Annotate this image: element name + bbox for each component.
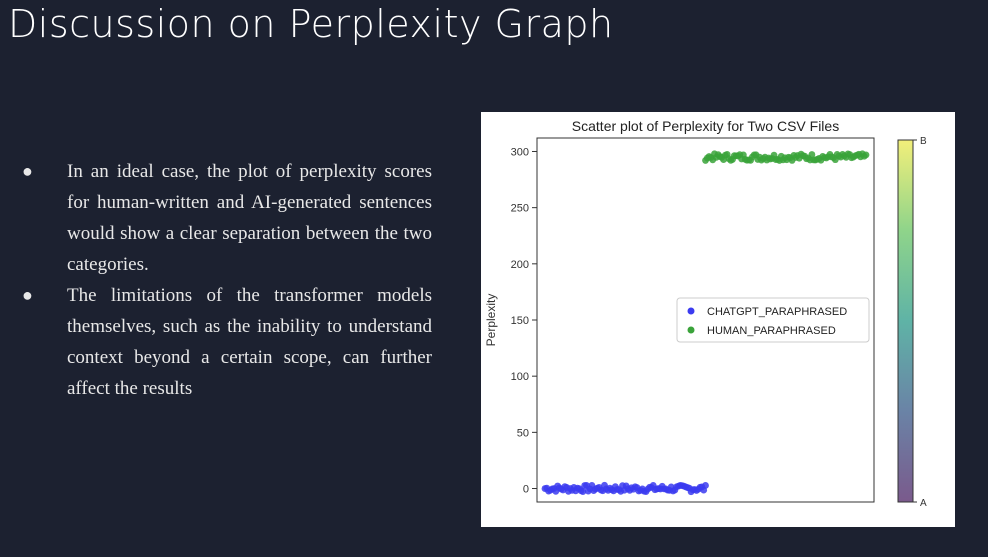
scatter-chart: Scatter plot of Perplexity for Two CSV F…: [484, 118, 927, 509]
bullet-dot: ●: [22, 285, 33, 305]
scatter-point: [862, 151, 870, 159]
colorbar: [897, 139, 914, 503]
y-tick-label: 150: [511, 315, 529, 327]
colorbar-top-label: B: [920, 136, 927, 147]
bullet-item: ● The limitations of the transformer mod…: [22, 280, 432, 404]
legend-label: CHATGPT_PARAPHRASED: [707, 306, 847, 318]
legend-box: [676, 297, 870, 343]
chart-title: Scatter plot of Perplexity for Two CSV F…: [572, 118, 839, 134]
y-tick-label: 250: [511, 203, 529, 215]
figure-bottom-strip: [481, 512, 955, 527]
colorbar-bottom-label: A: [920, 498, 927, 509]
y-tick-label: 50: [517, 427, 529, 439]
bullet-text: The limitations of the transformer model…: [67, 285, 432, 399]
scatter-figure: Scatter plot of Perplexity for Two CSV F…: [481, 112, 955, 527]
y-tick-label: 300: [511, 146, 529, 158]
scatter-point: [579, 488, 587, 495]
bullet-list: ● In an ideal case, the plot of perplexi…: [22, 156, 432, 404]
bullet-item: ● In an ideal case, the plot of perplexi…: [22, 156, 432, 280]
y-tick-label: 100: [511, 371, 529, 383]
y-tick-label: 200: [511, 259, 529, 271]
scatter-point: [808, 151, 816, 158]
legend-marker: [687, 307, 695, 315]
y-axis-label: Perplexity: [484, 294, 498, 347]
scatter-point: [702, 482, 709, 489]
legend-label: HUMAN_PARAPHRASED: [707, 325, 836, 337]
y-tick-label: 0: [523, 484, 529, 496]
bullet-dot: ●: [22, 161, 33, 181]
legend-marker: [687, 326, 695, 334]
bullet-text: In an ideal case, the plot of perplexity…: [67, 161, 432, 275]
slide-title: Discussion on Perplexity Graph: [8, 2, 614, 46]
